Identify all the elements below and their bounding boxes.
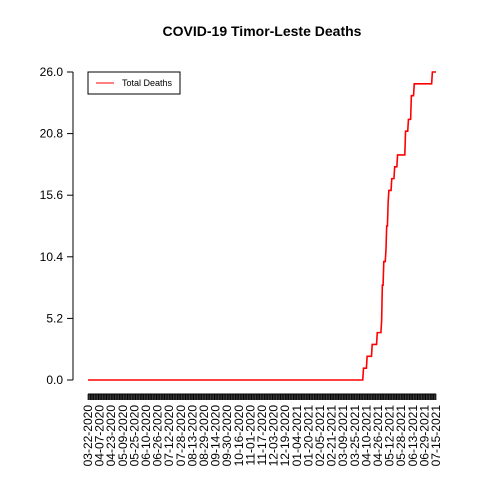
x-tick-label: 11-01-2020 xyxy=(243,405,257,466)
y-tick-label: 26.0 xyxy=(40,65,64,79)
x-tick-label: 04-07-2020 xyxy=(93,405,107,467)
x-tick-label: 10-16-2020 xyxy=(232,405,246,467)
x-axis: 03-22-202004-07-202004-23-202005-09-2020… xyxy=(81,393,443,467)
x-tick-label: 07-15-2021 xyxy=(429,405,443,467)
x-tick-label: 04-23-2020 xyxy=(104,405,118,467)
x-tick-label: 06-29-2021 xyxy=(417,405,431,467)
x-tick-label: 08-13-2020 xyxy=(185,405,199,467)
x-tick-label: 01-20-2021 xyxy=(301,405,315,467)
y-tick-label: 10.4 xyxy=(40,250,64,264)
legend: Total Deaths xyxy=(87,71,181,95)
series-layer xyxy=(88,71,436,381)
x-tick-label: 02-05-2021 xyxy=(313,405,327,467)
x-tick-label: 12-19-2020 xyxy=(278,405,292,467)
x-tick-label: 05-12-2021 xyxy=(383,405,397,467)
legend-box xyxy=(87,71,181,95)
x-tick-label: 05-25-2020 xyxy=(127,405,141,467)
x-tick-label: 09-30-2020 xyxy=(220,405,234,467)
x-tick-label: 09-14-2020 xyxy=(209,405,223,467)
x-tick-label: 07-12-2020 xyxy=(162,405,176,467)
x-tick-label: 06-10-2020 xyxy=(139,405,153,467)
x-tick-label: 03-22-2020 xyxy=(81,405,95,467)
x-tick-label: 03-09-2021 xyxy=(336,405,350,467)
y-tick-label: 20.8 xyxy=(40,127,64,141)
x-tick-label: 04-10-2021 xyxy=(359,405,373,467)
legend-label: Total Deaths xyxy=(122,78,173,88)
x-tick-label: 05-09-2020 xyxy=(116,405,130,467)
y-tick-label: 15.6 xyxy=(40,188,64,202)
x-tick-label: 12-03-2020 xyxy=(267,405,281,467)
chart-title: COVID-19 Timor-Leste Deaths xyxy=(163,23,362,39)
x-tick-label: 02-21-2021 xyxy=(325,405,339,467)
x-tick-label: 04-26-2021 xyxy=(371,405,385,467)
x-tick-label: 06-13-2021 xyxy=(406,405,420,467)
series-line-0 xyxy=(88,71,436,381)
y-axis: 0.0 5.2 10.4 15.6 20.8 26.0 xyxy=(40,65,74,387)
y-tick-label: 5.2 xyxy=(46,311,63,325)
x-tick-label: 11-17-2020 xyxy=(255,405,269,466)
x-tick-label: 08-29-2020 xyxy=(197,405,211,467)
x-tick-label: 06-26-2020 xyxy=(151,405,165,467)
x-tick-label: 05-28-2021 xyxy=(394,405,408,467)
y-tick-label: 0.0 xyxy=(46,373,63,387)
x-tick-label: 07-28-2020 xyxy=(174,405,188,467)
x-tick-label: 01-04-2021 xyxy=(290,405,304,467)
x-tick-label: 03-25-2021 xyxy=(348,405,362,467)
